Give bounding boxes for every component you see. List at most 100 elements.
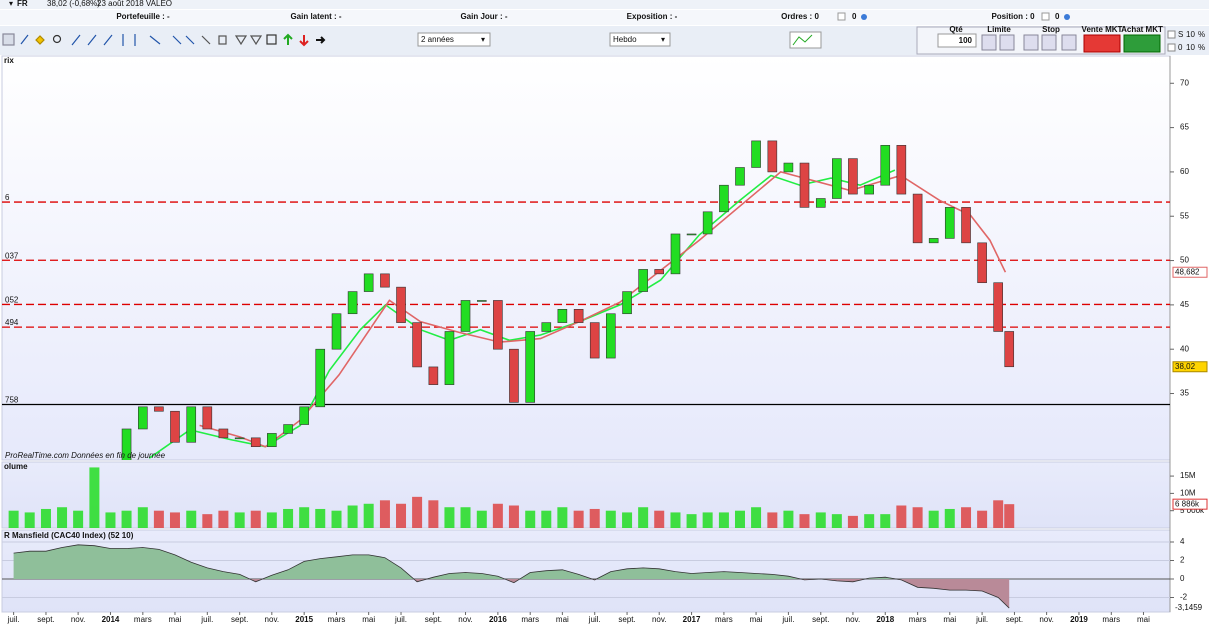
- volume-bar: [347, 505, 358, 528]
- volume-bar: [977, 510, 988, 528]
- x-tick-label: sept.: [812, 615, 829, 624]
- quote: 38,02 (-0,68%): [47, 0, 100, 8]
- y-tick-label: 15M: [1180, 471, 1196, 480]
- volume-bar: [654, 510, 665, 528]
- candle: [557, 309, 568, 323]
- mansfield-plot: [2, 541, 1170, 609]
- interval-select[interactable]: [609, 32, 671, 47]
- volume-bar: [299, 507, 310, 528]
- position-box[interactable]: [1041, 12, 1050, 21]
- y-tick-label: 70: [1180, 78, 1189, 87]
- tool[interactable]: [52, 34, 62, 44]
- indicator-button[interactable]: [789, 31, 822, 49]
- select-arrow: ▾: [661, 35, 665, 44]
- tool[interactable]: [316, 36, 326, 44]
- y-tick-label: -2: [1180, 593, 1188, 602]
- tool[interactable]: [234, 35, 263, 46]
- x-tick-label: 2015: [295, 615, 313, 624]
- last-value-label: -3,1459: [1175, 603, 1203, 612]
- tool[interactable]: [20, 34, 29, 45]
- volume-bar: [670, 512, 681, 528]
- volume-bar: [847, 515, 858, 528]
- tool[interactable]: [201, 35, 211, 45]
- candle: [880, 145, 891, 186]
- tool[interactable]: [218, 35, 227, 45]
- last-value-box: [1172, 498, 1208, 510]
- sell-button[interactable]: [1083, 34, 1121, 53]
- account-bar: [0, 10, 1209, 25]
- volume-bar: [396, 503, 407, 528]
- dropdown-arrow[interactable]: ▾: [9, 0, 13, 8]
- candle: [396, 286, 406, 323]
- symbol[interactable]: FR: [17, 0, 28, 8]
- y-tick-label: 50: [1180, 256, 1189, 265]
- volume-bar: [541, 510, 552, 528]
- volume-bar: [751, 507, 762, 528]
- panel-title: olume: [4, 462, 28, 471]
- candle: [541, 322, 552, 332]
- qty-input[interactable]: [937, 33, 977, 48]
- x-tick-label: mars: [134, 615, 152, 624]
- volume-bar: [428, 500, 439, 528]
- orders-box[interactable]: [837, 12, 846, 21]
- x-tick-label: mars: [521, 615, 539, 624]
- x-tick-label: sept.: [1006, 615, 1023, 624]
- volume-bar: [686, 514, 697, 528]
- volume-bar: [412, 496, 423, 528]
- candle: [912, 193, 923, 244]
- volume-bar: [638, 507, 649, 528]
- period-select[interactable]: [417, 32, 491, 47]
- checkbox[interactable]: [1167, 43, 1176, 52]
- candle: [928, 238, 939, 244]
- x-tick-label: mai: [1137, 615, 1150, 624]
- volume-bar: [605, 510, 616, 528]
- tool[interactable]: [299, 35, 309, 47]
- tool[interactable]: [35, 35, 45, 45]
- limit-buy[interactable]: [999, 34, 1015, 51]
- labels: juil. sept. nov. 2014 mars mai juil. sept. nov. 2…: [5, 78, 1208, 624]
- buy-button[interactable]: [1123, 34, 1161, 53]
- volume-bar: [476, 510, 487, 528]
- volume-bar: [24, 512, 35, 528]
- tool[interactable]: [266, 34, 277, 45]
- limit-sell[interactable]: [981, 34, 997, 51]
- last-value-label: 6 886k: [1175, 499, 1200, 508]
- orders-count: 0: [852, 12, 857, 21]
- candle: [654, 269, 665, 275]
- stop-buy[interactable]: [1041, 34, 1057, 51]
- checkbox[interactable]: [1167, 30, 1176, 39]
- price-plot: [2, 140, 1170, 460]
- x-tick-label: nov.: [1039, 615, 1054, 624]
- candle: [412, 322, 422, 368]
- x-tick-label: sept.: [618, 615, 635, 624]
- volume-bar: [363, 503, 374, 528]
- position-icon[interactable]: [1064, 14, 1070, 20]
- tool[interactable]: [2, 33, 15, 46]
- position-count: 0: [1055, 12, 1060, 21]
- tool[interactable]: [283, 33, 293, 45]
- status-bar: [0, 0, 1209, 9]
- zero-label: 0: [1178, 43, 1183, 52]
- candle: [267, 433, 277, 448]
- stop-other[interactable]: [1061, 34, 1077, 51]
- tool[interactable]: [71, 34, 113, 46]
- tool[interactable]: [122, 34, 195, 46]
- x-tick-label: sept.: [37, 615, 54, 624]
- volume-bar: [767, 512, 778, 528]
- drawing-tools: [2, 33, 326, 47]
- unrealized: Gain latent : -: [290, 12, 341, 21]
- stop-sell[interactable]: [1023, 34, 1039, 51]
- candle: [993, 282, 1003, 332]
- volume-bar: [379, 500, 390, 528]
- candle: [719, 184, 729, 213]
- candle: [283, 424, 293, 434]
- volume-bar: [315, 508, 326, 528]
- interval: Hebdo: [613, 35, 637, 44]
- x-tick-label: sept.: [425, 615, 442, 624]
- level-label: 494: [5, 318, 19, 327]
- orders-icon[interactable]: [861, 14, 867, 20]
- volume-bar: [121, 510, 132, 528]
- y-tick-label: 65: [1180, 123, 1189, 132]
- candle: [331, 313, 342, 350]
